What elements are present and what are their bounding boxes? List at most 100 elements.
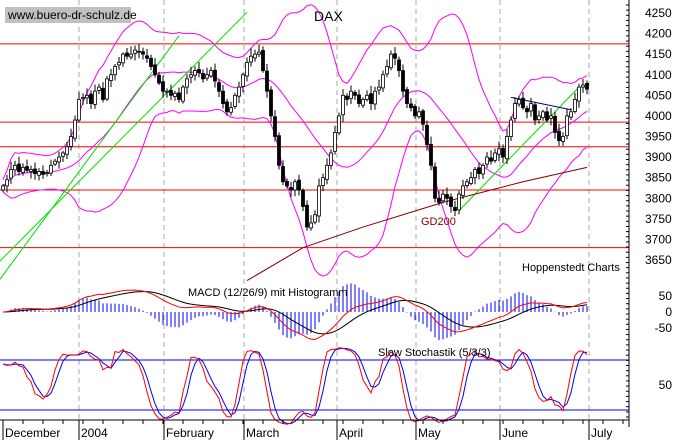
candle-body	[129, 53, 133, 58]
candle-body	[161, 81, 165, 92]
candle-body	[37, 171, 41, 176]
candle-body	[153, 64, 157, 76]
price-tick-label: 4050	[645, 88, 672, 102]
bollinger-middle	[2, 71, 588, 187]
candle-body	[565, 115, 569, 137]
month-label: July	[591, 426, 612, 440]
candle-body	[21, 166, 25, 173]
stoch-tick-label: 50	[659, 378, 673, 392]
bollinger-lower	[2, 108, 588, 277]
candle-body	[165, 90, 169, 93]
candle-body	[341, 94, 345, 116]
candle-body	[209, 70, 213, 77]
price-tick-label: 3750	[645, 212, 672, 226]
candle-body	[101, 87, 105, 100]
candle-body	[449, 196, 453, 207]
candle-body	[285, 180, 289, 187]
candle-body	[313, 214, 317, 223]
candle-body	[321, 177, 325, 186]
candle-body	[529, 103, 533, 112]
candle-body	[557, 130, 561, 142]
candle-body	[385, 66, 389, 75]
bollinger-bands	[2, 4, 588, 277]
candle-body	[469, 177, 473, 184]
candle-body	[549, 115, 553, 119]
candle-body	[241, 74, 245, 87]
candle-body	[353, 92, 357, 96]
candle-body	[89, 93, 93, 104]
candles	[1, 43, 589, 231]
month-label: June	[502, 426, 528, 440]
price-tick-label: 3650	[645, 253, 672, 267]
candle-body	[13, 164, 17, 171]
candle-body	[521, 97, 525, 109]
candle-body	[333, 131, 337, 152]
candle-body	[237, 86, 241, 97]
candle-body	[25, 166, 29, 171]
candle-body	[413, 106, 417, 117]
candle-body	[81, 96, 85, 99]
candle-body	[377, 86, 381, 91]
candle-body	[137, 50, 141, 53]
candle-body	[301, 190, 305, 207]
candle-body	[29, 169, 33, 172]
month-label: December	[5, 426, 60, 440]
uptrend-line	[0, 35, 180, 281]
candle-body	[309, 222, 313, 229]
candle-body	[41, 171, 45, 175]
candle-body	[217, 82, 221, 92]
candle-body	[389, 53, 393, 69]
candle-body	[433, 166, 437, 199]
candle-body	[1, 185, 5, 191]
candle-body	[561, 136, 565, 142]
candle-body	[417, 111, 421, 118]
candle-body	[421, 110, 425, 125]
candle-body	[149, 57, 153, 67]
candle-body	[141, 51, 145, 55]
candle-body	[553, 115, 557, 133]
month-label: April	[339, 426, 363, 440]
candle-body	[361, 99, 365, 106]
candle-body	[205, 74, 209, 79]
candle-body	[453, 206, 457, 212]
candle-body	[265, 70, 269, 92]
candle-body	[77, 99, 81, 121]
gd200-label: GD200	[421, 216, 456, 228]
month-label: 2004	[81, 426, 108, 440]
macd-tick-label: 50	[659, 289, 673, 303]
candle-body	[397, 59, 401, 72]
candle-body	[465, 181, 469, 186]
candle-body	[373, 90, 377, 105]
candle-body	[457, 193, 461, 211]
candle-body	[369, 93, 373, 104]
month-label: February	[166, 426, 214, 440]
candle-body	[177, 92, 181, 100]
candle-body	[33, 168, 37, 174]
candle-body	[261, 50, 265, 72]
candle-body	[445, 194, 449, 199]
candle-body	[489, 157, 493, 162]
candle-body	[17, 163, 21, 172]
bollinger-upper	[2, 4, 588, 180]
gd200-line	[246, 166, 588, 282]
candle-body	[581, 84, 585, 88]
candle-body	[585, 83, 589, 90]
candle-body	[317, 185, 321, 217]
candle-body	[481, 164, 485, 175]
chart-title: DAX	[314, 8, 343, 24]
candle-body	[125, 52, 129, 57]
candle-body	[249, 55, 253, 63]
price-tick-label: 4200	[645, 27, 672, 41]
candle-body	[541, 111, 545, 118]
candle-body	[53, 160, 57, 165]
candle-body	[213, 69, 217, 82]
month-label: March	[246, 426, 279, 440]
candle-body	[357, 94, 361, 104]
uptrend-line	[0, 11, 248, 262]
horizontal-levels	[0, 43, 629, 249]
macd-line	[2, 289, 588, 340]
candle-body	[293, 181, 297, 191]
